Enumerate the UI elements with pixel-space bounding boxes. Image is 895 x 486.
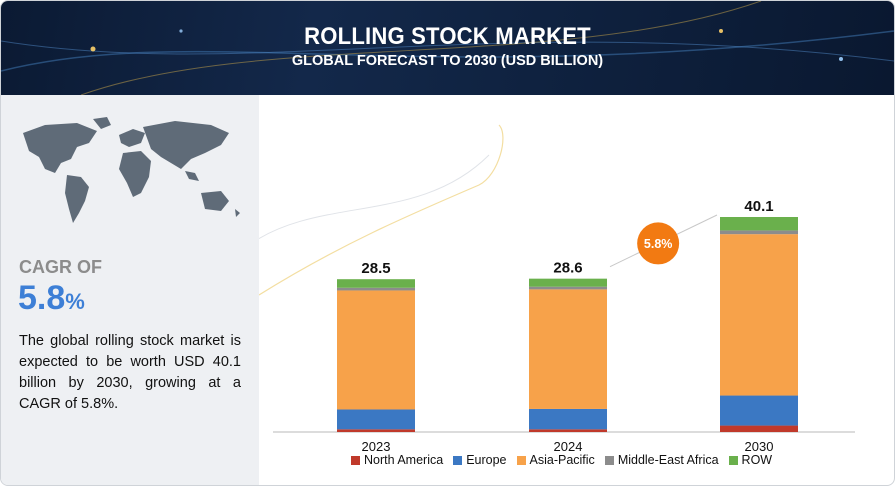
bar-2023-asia-pacific	[337, 290, 415, 410]
bar-2024-middle-east-africa	[529, 286, 607, 290]
bar-2023-middle-east-africa	[337, 287, 415, 291]
banner-light-streaks	[1, 1, 894, 95]
bar-2030-middle-east-africa	[720, 230, 798, 235]
growth-badge-label: 5.8%	[644, 237, 673, 251]
legend-swatch-asia-pacific	[516, 455, 526, 465]
x-tick-label-2024: 2024	[554, 439, 583, 454]
legend-swatch-europe	[453, 455, 463, 465]
cagr-label: CAGR OF	[19, 257, 102, 277]
world-map-icon	[23, 117, 240, 223]
summary-panel: CAGR OF 5.8% The global rolling stock ma…	[1, 95, 259, 485]
legend-label-north-america: North America	[364, 453, 444, 467]
bar-2030-asia-pacific	[720, 234, 798, 396]
bar-2024-north-america	[529, 429, 607, 432]
legend-label-europe: Europe	[466, 453, 507, 467]
total-label-2024: 28.6	[553, 260, 582, 277]
legend-swatch-north-america	[351, 455, 360, 465]
decorative-swoosh-2	[259, 154, 490, 240]
legend-swatch-middle-east-africa	[604, 455, 614, 465]
bar-2023-europe	[337, 409, 415, 430]
bar-2024-row	[529, 278, 607, 287]
total-label-2030: 40.1	[744, 198, 773, 215]
legend-swatch-row	[728, 455, 738, 465]
bar-2030-north-america	[720, 425, 798, 432]
bar-2024-europe	[529, 408, 607, 430]
bar-2023-row	[337, 279, 415, 288]
stacked-bar-chart: 28.5 2023 28.6 2024 40.1 2030 5.8% North Ameri…	[259, 95, 894, 485]
decorative-swoosh	[259, 124, 504, 296]
legend-item-row: ROW	[728, 453, 773, 467]
bar-2030-europe	[720, 395, 798, 426]
total-label-2023: 28.5	[361, 260, 390, 277]
legend-label-middle-east-africa: Middle-East Africa	[617, 453, 719, 467]
page-title: ROLLING STOCK MARKET	[304, 23, 591, 50]
bar-2030-row	[720, 217, 798, 231]
bar-2023-north-america	[337, 429, 415, 432]
bar-2024-asia-pacific	[529, 289, 607, 409]
cagr-number: 5.8	[18, 279, 66, 317]
summary-description: The global rolling stock market is expec…	[19, 333, 241, 412]
growth-badge	[637, 222, 680, 265]
page-subtitle: GLOBAL FORECAST TO 2030 (USD BILLION)	[291, 53, 604, 69]
cagr-value: 5.8%	[18, 279, 85, 318]
x-tick-label-2023: 2023	[362, 439, 391, 454]
legend-label-row: ROW	[741, 453, 773, 467]
x-tick-label-2030: 2030	[745, 439, 774, 454]
cagr-percent-sign: %	[65, 289, 85, 314]
legend-item-north-america: North America	[351, 453, 443, 467]
header-banner: ROLLING STOCK MARKET GLOBAL FORECAST TO …	[1, 1, 894, 95]
legend-label-asia-pacific: Asia-Pacific	[529, 453, 595, 467]
legend-item-middle-east-africa: Middle-East Africa	[604, 453, 719, 467]
chart-canvas: 28.5 2023 28.6 2024 40.1 2030 5.8%	[259, 124, 855, 454]
legend-item-europe: Europe	[453, 453, 507, 467]
legend-item-asia-pacific: Asia-Pacific	[516, 453, 595, 467]
chart-legend: North America Europe Asia-Pacific Middle-Ea…	[351, 453, 772, 467]
